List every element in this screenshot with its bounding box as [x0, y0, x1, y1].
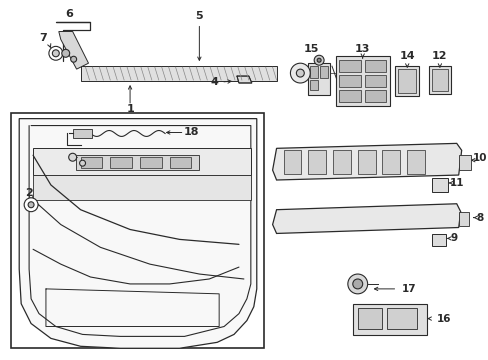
Bar — [335, 56, 389, 106]
Text: 13: 13 — [354, 44, 369, 54]
Polygon shape — [33, 175, 250, 200]
Circle shape — [28, 202, 34, 208]
Circle shape — [49, 46, 62, 60]
Text: 7: 7 — [39, 33, 47, 44]
Circle shape — [290, 63, 309, 83]
Bar — [283, 150, 301, 174]
Text: 8: 8 — [476, 213, 483, 222]
Circle shape — [71, 56, 77, 62]
Bar — [364, 75, 386, 87]
Bar — [407, 150, 424, 174]
Circle shape — [317, 58, 321, 62]
Bar — [458, 212, 468, 225]
Text: 15: 15 — [303, 44, 318, 54]
Bar — [338, 75, 360, 87]
Bar — [307, 150, 325, 174]
Circle shape — [296, 69, 304, 77]
Text: 12: 12 — [431, 51, 447, 61]
Circle shape — [347, 274, 367, 294]
Text: 1: 1 — [126, 104, 134, 114]
Circle shape — [80, 160, 85, 166]
Bar — [394, 66, 418, 96]
Polygon shape — [33, 148, 250, 175]
Bar — [169, 157, 191, 168]
Bar — [386, 308, 416, 329]
Bar — [357, 308, 382, 329]
Circle shape — [61, 49, 70, 57]
Bar — [332, 150, 350, 174]
Circle shape — [52, 50, 59, 57]
Circle shape — [314, 55, 324, 65]
Text: 14: 14 — [399, 51, 414, 61]
Bar — [382, 150, 400, 174]
Bar — [140, 157, 162, 168]
Bar — [110, 157, 132, 168]
Bar — [73, 129, 92, 139]
Bar — [398, 69, 415, 93]
Polygon shape — [19, 119, 256, 348]
Bar — [458, 155, 469, 170]
Polygon shape — [237, 76, 251, 83]
Bar — [364, 90, 386, 102]
Text: 5: 5 — [195, 11, 203, 21]
Bar — [309, 66, 318, 78]
Bar — [11, 113, 263, 348]
Text: 16: 16 — [436, 314, 450, 324]
Polygon shape — [76, 155, 199, 170]
Bar — [309, 80, 318, 90]
Bar — [431, 178, 447, 192]
Bar — [364, 60, 386, 72]
Text: 10: 10 — [472, 153, 487, 163]
Bar — [431, 234, 445, 246]
Bar — [428, 66, 450, 94]
Text: 17: 17 — [401, 284, 416, 294]
Text: 9: 9 — [449, 233, 456, 243]
Circle shape — [352, 279, 362, 289]
Text: 11: 11 — [448, 178, 463, 188]
Polygon shape — [59, 32, 88, 69]
Bar — [81, 157, 102, 168]
Circle shape — [68, 153, 77, 161]
Bar — [352, 304, 426, 336]
Bar — [320, 66, 327, 78]
Circle shape — [24, 198, 38, 212]
Polygon shape — [272, 204, 460, 233]
Bar — [431, 69, 447, 91]
Bar — [307, 63, 329, 95]
Bar — [338, 60, 360, 72]
Text: 2: 2 — [25, 188, 33, 198]
Polygon shape — [81, 66, 276, 81]
Text: 6: 6 — [64, 9, 73, 19]
Text: 3: 3 — [366, 68, 374, 78]
Bar — [338, 90, 360, 102]
Text: 4: 4 — [210, 77, 218, 87]
Text: 18: 18 — [183, 127, 199, 138]
Polygon shape — [272, 143, 461, 180]
Bar — [357, 150, 375, 174]
